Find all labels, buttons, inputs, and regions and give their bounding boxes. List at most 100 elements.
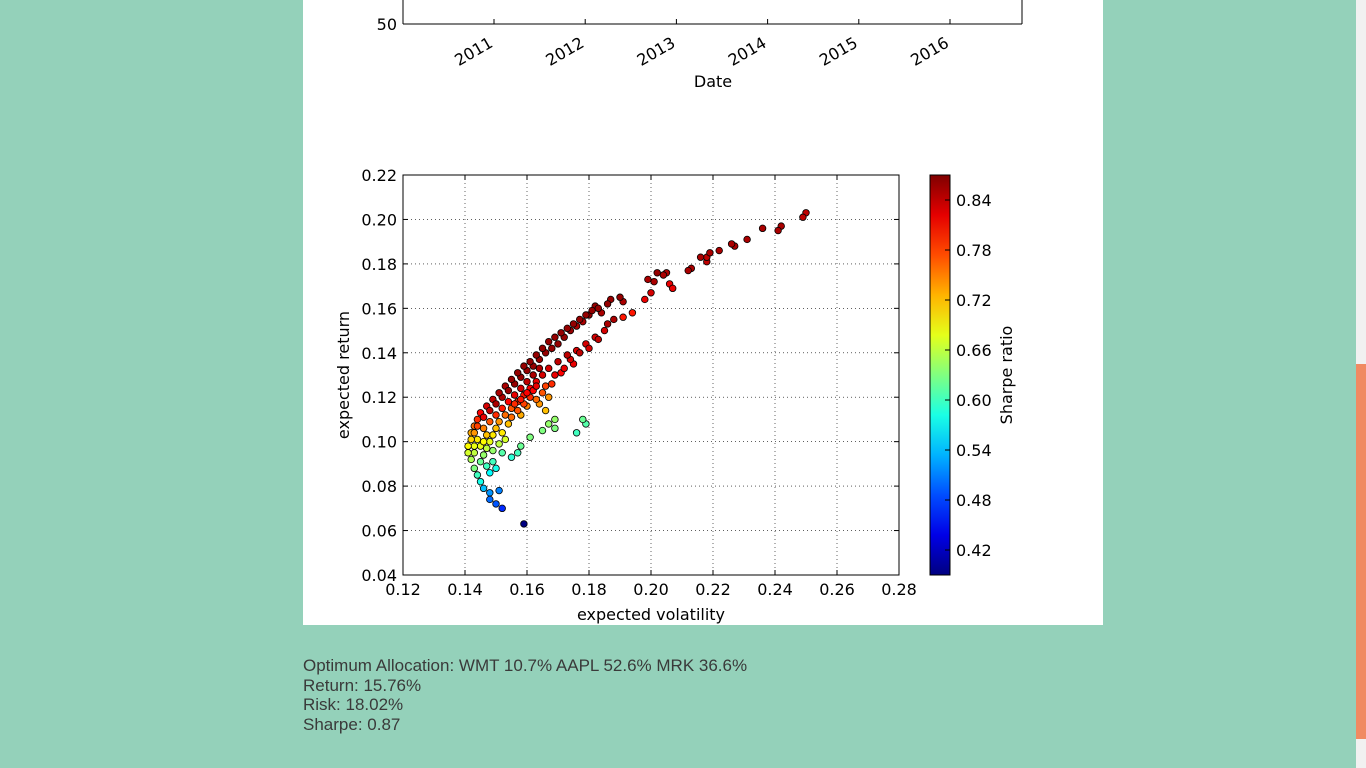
scatter-point (600, 326, 609, 335)
x-tick-label: 0.22 (695, 580, 731, 599)
figure-panel (303, 0, 1103, 625)
scatter-point (585, 344, 593, 353)
x-tick-label: 2016 (907, 33, 952, 70)
scatter-point (572, 429, 581, 437)
x-tick-label: 2013 (634, 33, 679, 70)
scatter-point (479, 424, 488, 433)
scrollbar-thumb[interactable] (1356, 364, 1366, 739)
scatter-point (551, 371, 559, 379)
sharpe-text: Sharpe: 0.87 (303, 714, 401, 734)
scatter-point (603, 320, 612, 328)
scatter-point (492, 400, 500, 408)
scatter-point (467, 455, 475, 464)
scatter-point (647, 289, 655, 297)
y-tick-label: 0.18 (361, 255, 397, 274)
x-tick-label: 0.18 (571, 580, 607, 599)
scatter-point (492, 411, 500, 419)
date-chart-partial: 2011 2012 2013 2014 2015 2016 50 Date (377, 0, 1023, 91)
efficient-frontier-scatter: 0.12 0.14 0.16 0.18 0.20 0.22 0.24 0.26 0.28 0.04… (334, 166, 917, 624)
scatter-point (548, 344, 556, 353)
scatter-point (486, 406, 494, 415)
y-tick-label: 0.20 (361, 210, 397, 229)
scatter-point (470, 449, 478, 457)
scatter-point (464, 449, 472, 457)
scatter-point (758, 224, 767, 233)
scrollbar-track[interactable] (1356, 0, 1366, 768)
scatter-point (479, 451, 488, 459)
scatter-point (479, 437, 488, 446)
scatter-point (563, 351, 571, 359)
return-text: Return: 15.76% (303, 675, 422, 695)
scatter-point (569, 320, 578, 328)
scatter-point (727, 240, 736, 248)
scatter-point (523, 377, 531, 386)
x-tick-label: 0.16 (509, 580, 545, 599)
scatter-point (706, 249, 714, 257)
scatter-point (479, 484, 488, 493)
scatter-point (532, 395, 540, 404)
scatter-point (560, 364, 568, 373)
scatter-point (498, 449, 506, 457)
scatter-point (492, 500, 500, 508)
scatter-point (684, 266, 692, 275)
scatter-point (594, 335, 602, 344)
scatter-point (659, 271, 668, 279)
risk-text: Risk: 18.02% (303, 695, 404, 715)
x-axis-label: expected volatility (577, 605, 725, 624)
scatter-point (743, 235, 751, 244)
scatter-point (486, 469, 494, 477)
scatter-point (554, 357, 562, 366)
scatter-point (532, 382, 540, 390)
x-tick-label: 0.20 (633, 580, 669, 599)
scatter-point (576, 349, 584, 357)
scatter-point (489, 431, 497, 439)
scatter-point (696, 253, 705, 261)
scatter-point (619, 313, 627, 321)
scatter-point (610, 315, 618, 324)
scatter-point (799, 213, 807, 221)
colorbar-label: Sharpe ratio (997, 326, 1016, 425)
scatter-point (774, 226, 782, 235)
scatter-point (551, 333, 559, 341)
scatter-point (548, 380, 556, 388)
scatter-point (603, 300, 612, 308)
y-tick-label: 0.06 (361, 522, 397, 541)
scatter-point (616, 293, 624, 301)
optimum-allocation-text: Optimum Allocation: WMT 10.7% AAPL 52.6%… (303, 656, 748, 675)
scatter-point (476, 477, 485, 486)
scatter-point (498, 429, 506, 437)
scatter-point (644, 275, 652, 284)
scatter-point (483, 462, 491, 470)
scatter-point (535, 364, 544, 373)
colorbar-tick-label: 0.66 (956, 341, 992, 360)
scatter-point (479, 413, 488, 421)
x-tick-label: 2015 (816, 33, 861, 70)
scatter-point (538, 426, 547, 435)
y-tick-label: 0.04 (361, 566, 397, 585)
scatter-point (467, 435, 475, 444)
scatter-point (529, 371, 537, 379)
scatter-point (495, 389, 503, 397)
scatter-point (576, 315, 584, 324)
scatter-point (517, 442, 525, 450)
scatter-point (498, 504, 506, 513)
y-tick-label: 0.22 (361, 166, 397, 185)
scatter-point (517, 384, 525, 393)
y-axis-label: expected return (334, 311, 353, 439)
scatter-point (514, 449, 522, 457)
scatter-point (501, 435, 509, 444)
scatter-point (520, 520, 528, 528)
scatter-point (476, 457, 485, 466)
scatter-point (557, 329, 565, 337)
scatter-point (517, 395, 525, 404)
scatter-point (492, 424, 500, 433)
scatter-point (650, 277, 658, 286)
scatter-point (507, 453, 516, 461)
scatter-point (545, 337, 553, 346)
scatter-point (470, 442, 478, 450)
scatter-point (495, 417, 503, 426)
scatter-point (470, 464, 478, 473)
scatter-point (498, 404, 506, 413)
x-tick-label: 2014 (725, 33, 770, 70)
scatter-point (501, 411, 509, 419)
